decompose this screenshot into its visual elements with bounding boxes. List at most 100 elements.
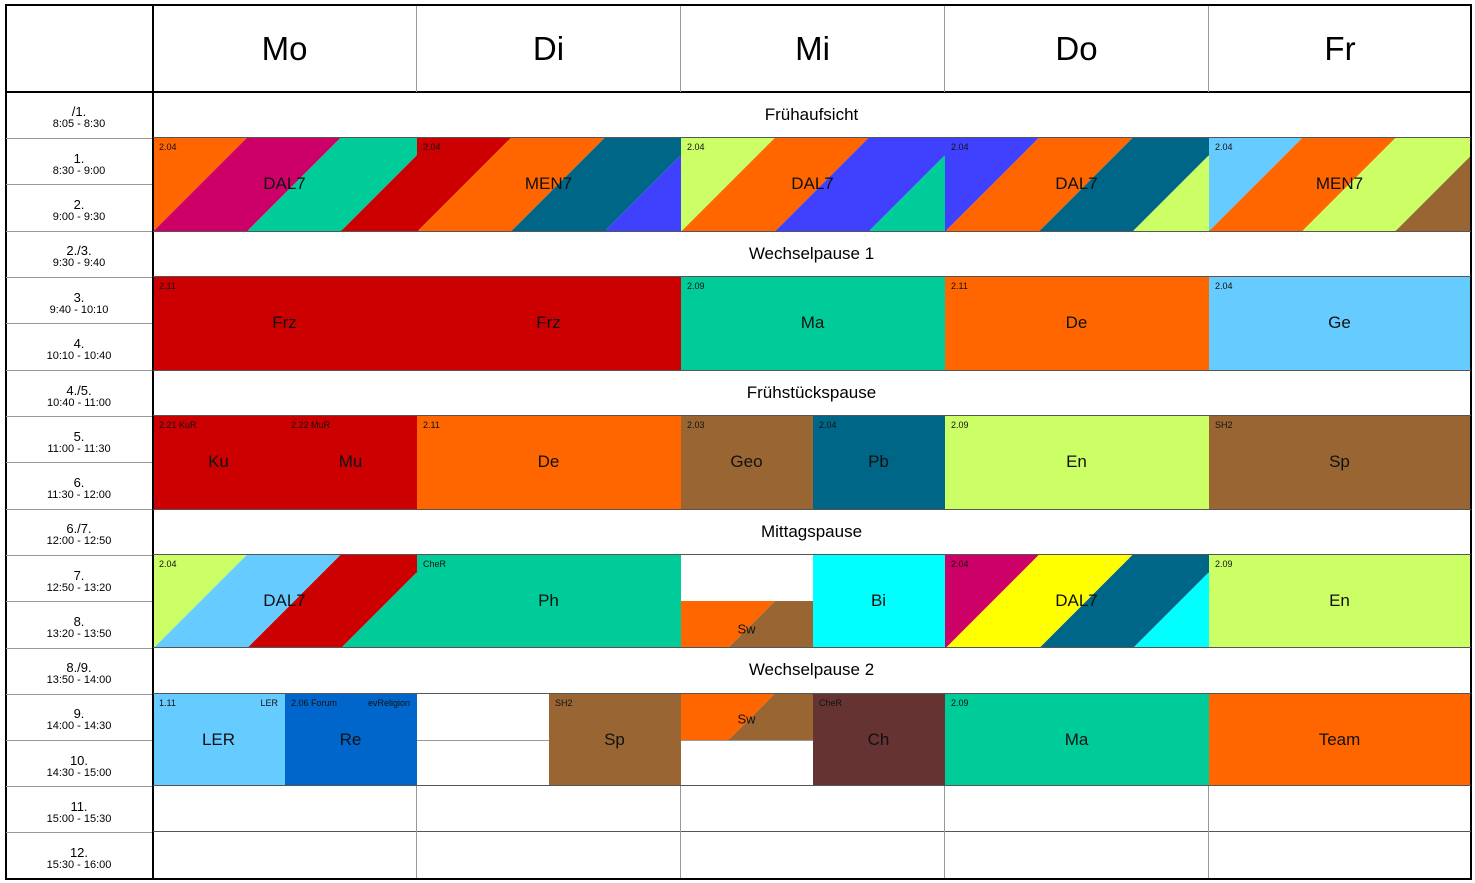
period-time: 12:50 - 13:20 — [46, 581, 112, 594]
row-border — [153, 370, 1471, 371]
lesson-block-do56[interactable]: 2.09 En — [945, 416, 1209, 509]
lesson-color-fill — [681, 601, 813, 648]
row-border — [153, 831, 1471, 832]
lesson-color-fill — [945, 694, 1209, 786]
room-label: 2.09 — [1215, 559, 1233, 569]
day-divider — [944, 786, 945, 878]
subject-label: Ma — [1064, 729, 1089, 749]
lesson-block-mo34[interactable]: 2.11 Frz — [153, 277, 417, 370]
period-label: 1. — [73, 151, 85, 166]
lesson-block-di34[interactable]: Frz — [417, 277, 681, 370]
lesson-color-fill — [417, 277, 681, 370]
lesson-block-fr910[interactable]: Team — [1209, 694, 1471, 786]
lesson-block-do34[interactable]: 2.11 De — [945, 277, 1209, 370]
cell-divider — [681, 740, 813, 741]
lesson-color-fill — [681, 277, 945, 370]
period-label: /1. — [71, 104, 87, 119]
period-row-15: 11. 15:00 - 15:30 — [6, 800, 152, 825]
lesson-block-mi34[interactable]: 2.09 Ma — [681, 277, 945, 370]
break-mittagspause: Mittagspause — [153, 510, 1470, 554]
subject-label: Sp — [604, 729, 625, 749]
lesson-block-mo12[interactable]: 2.04 DAL7 — [153, 138, 417, 231]
lesson-block-fr12[interactable]: 2.04 MEN7 — [1209, 138, 1471, 231]
lesson-block-mi56a[interactable]: 2.03 Geo — [681, 416, 813, 509]
period-label: 5. — [73, 429, 85, 444]
subject-label: De — [537, 452, 560, 471]
period-time: 15:30 - 16:00 — [46, 858, 112, 871]
period-label: 8./9. — [66, 660, 92, 675]
row-line — [6, 138, 152, 139]
break-fruehaufsicht: Frühaufsicht — [153, 93, 1470, 137]
lesson-block-mo56a[interactable]: 2.21 KuR Ku — [153, 416, 285, 509]
room-label: 2.04 — [159, 559, 177, 569]
room-label: 2.04 — [687, 142, 705, 152]
lesson-block-do12[interactable]: 2.04 DAL7 — [945, 138, 1209, 231]
period-time: 14:00 - 14:30 — [46, 719, 112, 732]
period-label: 10. — [69, 753, 89, 768]
row-line — [6, 832, 152, 833]
row-line — [6, 416, 152, 417]
lesson-color-fill — [153, 416, 285, 509]
room-label: 2.04 — [159, 142, 177, 152]
lesson-color-fill — [153, 138, 417, 231]
day-divider — [1208, 6, 1209, 92]
subject-label: DAL7 — [1055, 591, 1098, 610]
room-label: 2.03 — [687, 420, 705, 430]
subject-label: Team — [1318, 729, 1361, 749]
room-label: 2.22 MuR — [291, 420, 331, 430]
period-row-4: 3. 9:40 - 10:10 — [6, 291, 152, 316]
lesson-block-di56[interactable]: 2.11 De — [417, 416, 681, 509]
lesson-block-mo910a[interactable]: 1.11 LER LER — [153, 694, 285, 786]
header-divider — [5, 91, 1471, 93]
lesson-block-do910[interactable]: 2.09 Ma — [945, 694, 1209, 786]
lesson-block-mi78b[interactable]: Bi — [813, 555, 945, 648]
lesson-block-mo910b[interactable]: 2.06 Forum evReligion Re — [285, 694, 417, 786]
room-label: 2.11 — [159, 281, 176, 291]
lesson-color-fill — [1209, 138, 1471, 231]
day-divider — [944, 6, 945, 92]
period-time: 14:30 - 15:00 — [46, 766, 112, 779]
lesson-block-mi910b[interactable]: CheR Ch — [813, 694, 945, 786]
subject-label: Ph — [538, 591, 559, 610]
lesson-block-di12[interactable]: 2.04 MEN7 — [417, 138, 681, 231]
row-border — [153, 509, 1471, 510]
lesson-block-mo56b[interactable]: 2.22 MuR Mu — [285, 416, 417, 509]
lesson-color-fill — [945, 138, 1209, 231]
day-header-mi: Mi — [795, 29, 830, 67]
period-row-13: 9. 14:00 - 14:30 — [6, 707, 152, 732]
day-header-fr: Fr — [1324, 29, 1356, 67]
row-line — [6, 555, 152, 556]
subject-label: Frz — [272, 313, 297, 332]
subject-label: Pb — [868, 452, 889, 471]
period-row-5: 4. 10:10 - 10:40 — [6, 337, 152, 362]
period-time: 11:00 - 11:30 — [47, 442, 111, 455]
frame-bottom — [5, 878, 1471, 880]
subject-label: Ch — [867, 729, 890, 749]
period-row-3: 2./3. 9:30 - 9:40 — [6, 244, 152, 269]
lesson-block-fr56[interactable]: SH2 Sp — [1209, 416, 1471, 509]
lesson-block-mi9a[interactable]: Sw — [681, 694, 813, 740]
lesson-color-fill — [1209, 277, 1471, 370]
day-divider — [680, 6, 681, 92]
row-border — [153, 415, 1471, 416]
lesson-block-mi12[interactable]: 2.04 DAL7 — [681, 138, 945, 231]
lesson-color-fill — [681, 416, 813, 509]
room-label: 2.11 — [951, 281, 968, 291]
row-line — [6, 370, 152, 371]
lesson-block-di910b[interactable]: SH2 Sp — [549, 694, 681, 786]
period-time: 9:40 - 10:10 — [49, 303, 109, 316]
row-border — [153, 647, 1471, 648]
lesson-block-mo78[interactable]: 2.04 DAL7 — [153, 555, 417, 648]
room-label: SH2 — [555, 698, 573, 708]
lesson-block-di78[interactable]: CheR Ph — [417, 555, 681, 648]
lesson-block-fr34[interactable]: 2.04 Ge — [1209, 277, 1471, 370]
lesson-block-mi56b[interactable]: 2.04 Pb — [813, 416, 945, 509]
period-label: 12. — [69, 845, 89, 860]
lesson-color-fill — [153, 555, 417, 648]
period-label: 11. — [70, 799, 88, 814]
break-wechselpause-1: Wechselpause 1 — [153, 232, 1470, 276]
lesson-block-do78[interactable]: 2.04 DAL7 — [945, 555, 1209, 648]
subject-label: Re — [339, 729, 362, 749]
lesson-block-mi8a[interactable]: Sw — [681, 601, 813, 648]
lesson-block-fr78[interactable]: 2.09 En — [1209, 555, 1471, 648]
